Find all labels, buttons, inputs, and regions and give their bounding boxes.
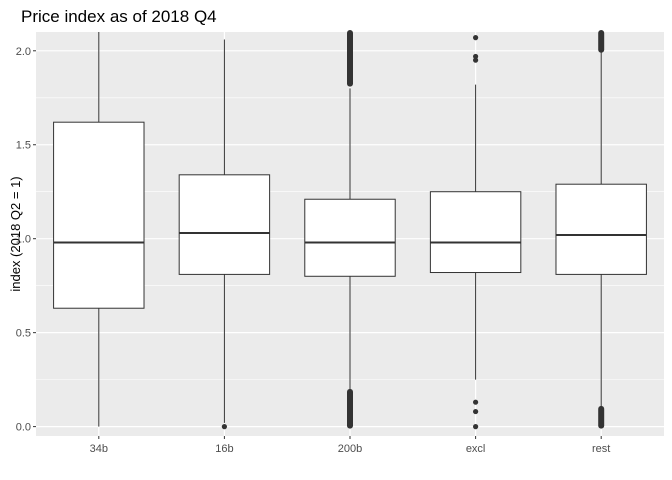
outlier-point (473, 57, 479, 63)
outlier-band (347, 30, 353, 87)
outlier-point (473, 424, 479, 430)
y-axis: 0.0 0.5 1.0 1.5 2.0 (16, 46, 36, 434)
x-tick-label: 16b (215, 443, 233, 455)
box-200b (304, 30, 396, 429)
box-34b (53, 32, 145, 427)
y-axis-title: index (2018 Q2 = 1) (8, 176, 23, 291)
y-tick-label: 2.0 (16, 46, 31, 58)
outlier-point (473, 53, 479, 60)
box-iqr (53, 121, 145, 309)
x-axis: 34b 16b 200b excl rest (90, 436, 610, 455)
y-tick-label: 0.0 (16, 422, 31, 434)
box-iqr (429, 191, 522, 274)
outlier-point (473, 35, 479, 41)
outlier-point (473, 399, 479, 405)
box-iqr (178, 174, 271, 275)
x-tick-label: 34b (90, 443, 108, 455)
outlier-band (347, 388, 353, 429)
outlier-point (221, 424, 227, 430)
outlier-point (473, 408, 479, 415)
y-tick-label: 0.5 (16, 328, 31, 340)
y-tick-label: 1.0 (16, 234, 31, 246)
x-tick-label: excl (466, 443, 486, 455)
box-16b (178, 39, 271, 430)
chart-title: Price index as of 2018 Q4 (21, 7, 217, 26)
box-iqr (555, 183, 647, 275)
box-excl (429, 35, 522, 430)
boxes-layer (53, 30, 647, 430)
outlier-band (598, 405, 605, 429)
y-tick-label: 1.5 (16, 140, 31, 152)
box-iqr (304, 198, 396, 277)
x-tick-label: rest (592, 443, 610, 455)
x-tick-label: 200b (338, 443, 362, 455)
box-rest (555, 30, 647, 429)
outlier-band (598, 30, 605, 53)
